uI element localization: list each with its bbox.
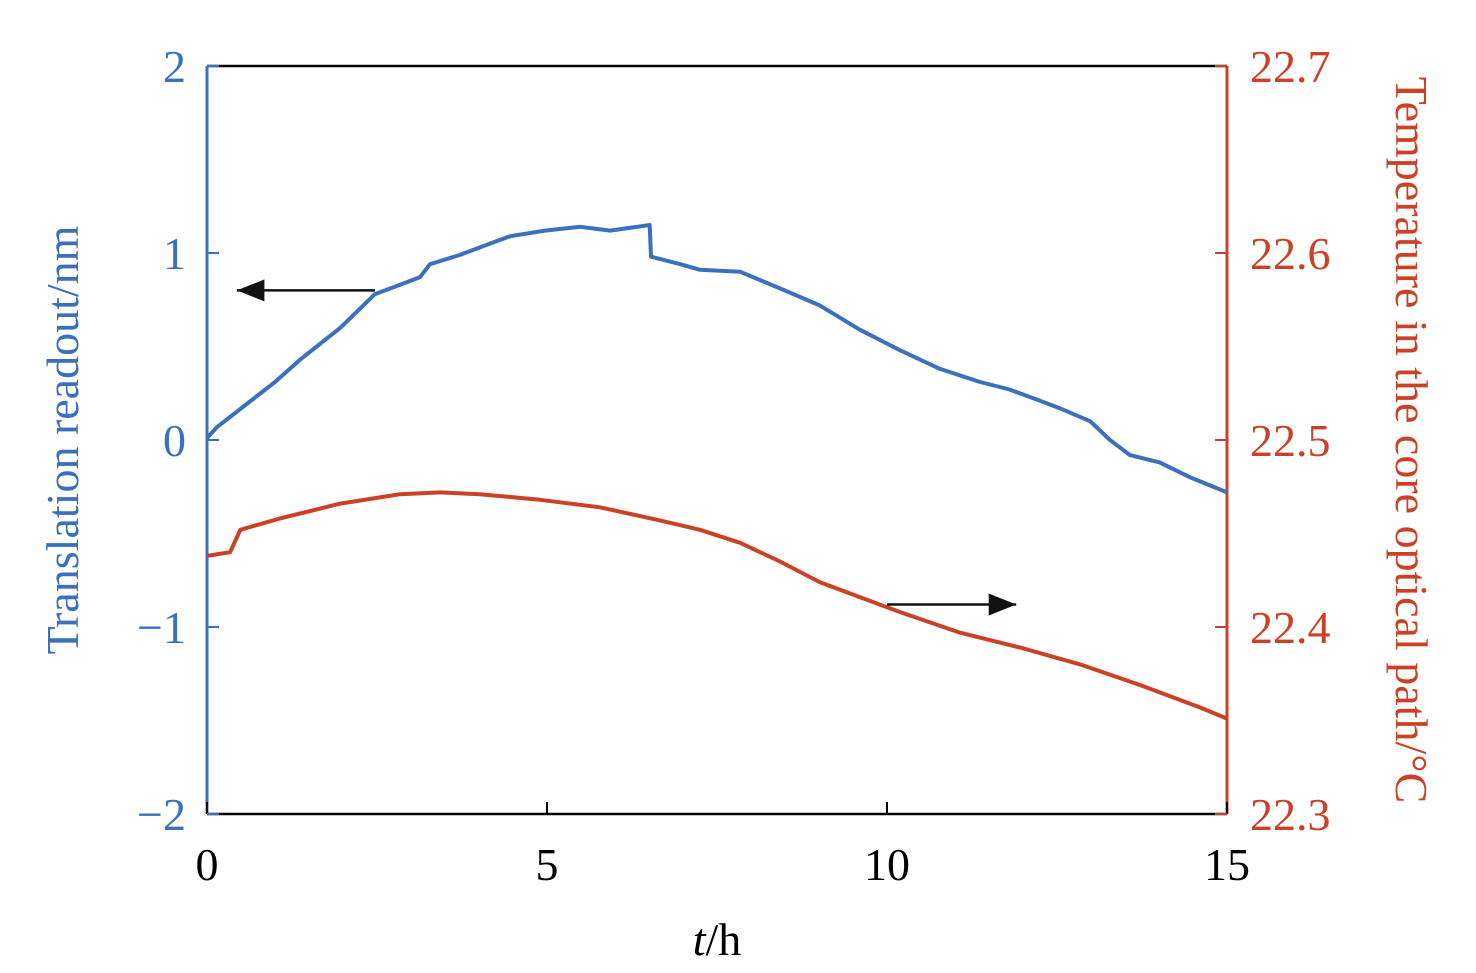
y-axis-left-label: Translation readout/nm (37, 225, 88, 654)
y-axis-right-label: Temperature in the core optical path/°C (1386, 77, 1437, 804)
translation-readout-line (205, 223, 1228, 495)
y-left-tick-label: 1 (163, 228, 186, 279)
y-left-tick-label: 2 (163, 41, 186, 92)
y-left-tick-label: −1 (137, 602, 186, 653)
y-right-tick-label: 22.3 (1250, 789, 1331, 840)
y-left-tick-label: 0 (163, 415, 186, 466)
x-axis-label-var: t (693, 914, 707, 965)
y-right-tick-label: 22.6 (1250, 228, 1331, 279)
x-axis-label-unit: /h (706, 914, 742, 965)
y-right-tick-label: 22.4 (1250, 602, 1331, 653)
x-tick-label: 15 (1204, 839, 1250, 890)
y-left-tick-label: −2 (137, 789, 186, 840)
y-right-tick-label: 22.5 (1250, 415, 1331, 466)
x-tick-label: 0 (196, 839, 219, 890)
x-tick-label: 10 (864, 839, 910, 890)
y-right-tick-label: 22.7 (1250, 41, 1331, 92)
x-tick-label: 5 (536, 839, 559, 890)
x-axis-label: t/h (693, 914, 742, 965)
temperature-line (206, 490, 1228, 721)
